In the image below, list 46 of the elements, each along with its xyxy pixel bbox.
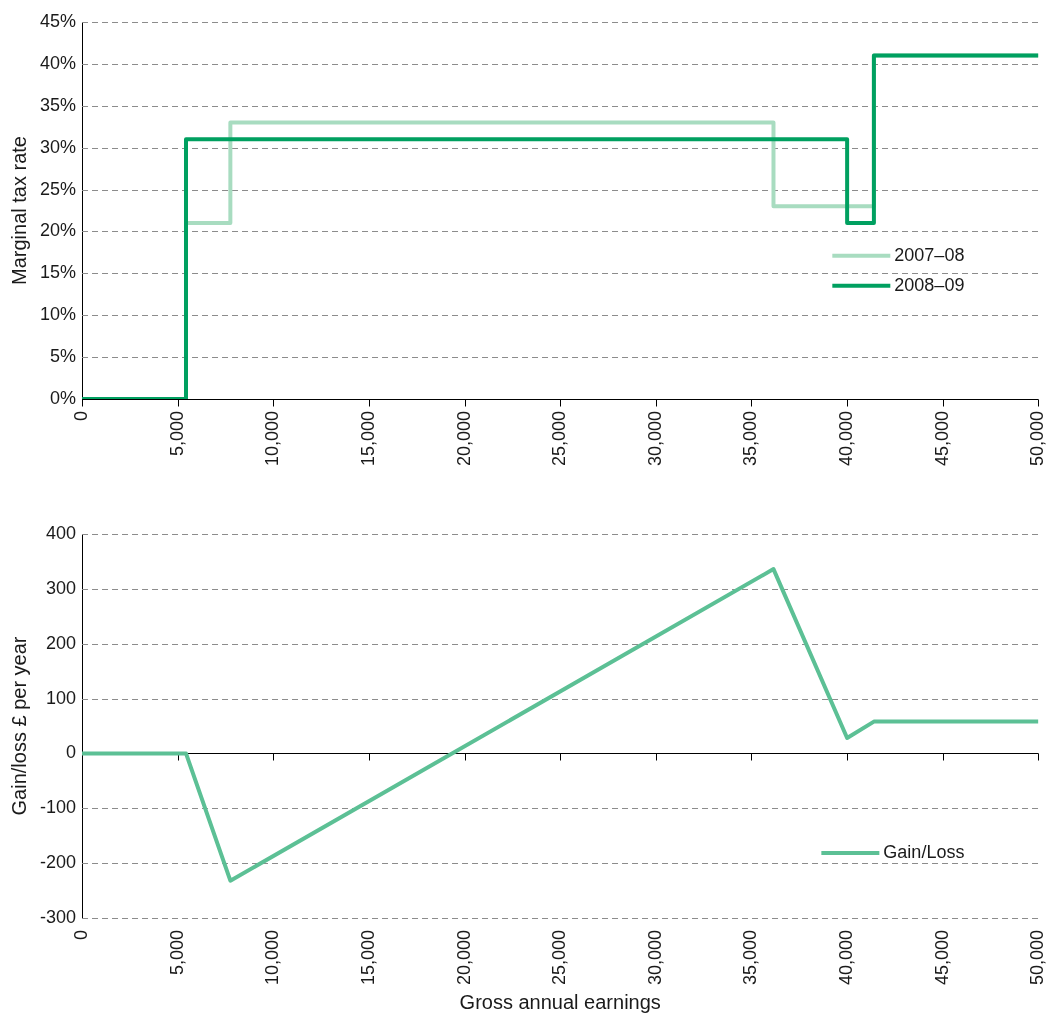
x-tick-label: 0	[71, 929, 91, 940]
y-tick-label: 0%	[50, 387, 77, 408]
y-tick-label: 400	[45, 522, 77, 543]
x-axis-title: Gross annual earnings	[459, 990, 661, 1013]
y-tick-label: 300	[45, 577, 77, 598]
y-tick-label: 200	[45, 632, 77, 653]
x-tick-label: 35,000	[740, 929, 761, 986]
x-tick-label: 5,000	[166, 410, 187, 456]
x-tick-label: 15,000	[357, 929, 378, 986]
x-tick-label: 5,000	[166, 929, 187, 975]
legend-label: Gain/Loss	[883, 841, 965, 862]
x-tick-label: 40,000	[836, 410, 857, 467]
x-tick-label: 40,000	[836, 929, 857, 986]
y-tick-label: 25%	[40, 178, 77, 199]
y-tick-label: 5%	[50, 346, 77, 367]
x-tick-label: 25,000	[549, 410, 570, 467]
x-tick-label: 50,000	[1027, 929, 1048, 986]
y-tick-label: 0	[66, 742, 77, 763]
x-tick-label: 30,000	[644, 929, 665, 986]
y-tick-label: 45%	[40, 10, 77, 31]
y-tick-label: 35%	[40, 94, 77, 115]
x-tick-label: 45,000	[931, 410, 952, 467]
x-tick-label: 35,000	[740, 410, 761, 467]
x-tick-label: 20,000	[453, 929, 474, 986]
x-tick-label: 30,000	[644, 410, 665, 467]
y-tick-label: 40%	[40, 52, 77, 73]
y-axis-title: Marginal tax rate	[7, 135, 30, 285]
y-tick-label: -300	[40, 906, 77, 927]
x-tick-label: 50,000	[1027, 410, 1048, 467]
x-tick-label: 10,000	[262, 410, 283, 467]
y-tick-label: 100	[45, 687, 77, 708]
y-tick-label: -100	[40, 797, 77, 818]
y-tick-label: 15%	[40, 262, 77, 283]
x-tick-label: 45,000	[931, 929, 952, 986]
y-tick-label: 20%	[40, 220, 77, 241]
y-tick-label: -200	[40, 852, 77, 873]
legend-label: 2008–09	[894, 274, 965, 295]
x-tick-label: 0	[71, 410, 91, 421]
y-axis-title: Gain/loss £ per year	[7, 636, 30, 816]
x-tick-label: 15,000	[357, 410, 378, 467]
y-tick-label: 30%	[40, 136, 77, 157]
x-tick-label: 10,000	[262, 929, 283, 986]
x-tick-label: 25,000	[549, 929, 570, 986]
legend-label: 2007–08	[894, 244, 965, 265]
x-tick-label: 20,000	[453, 410, 474, 467]
y-tick-label: 10%	[40, 304, 77, 325]
